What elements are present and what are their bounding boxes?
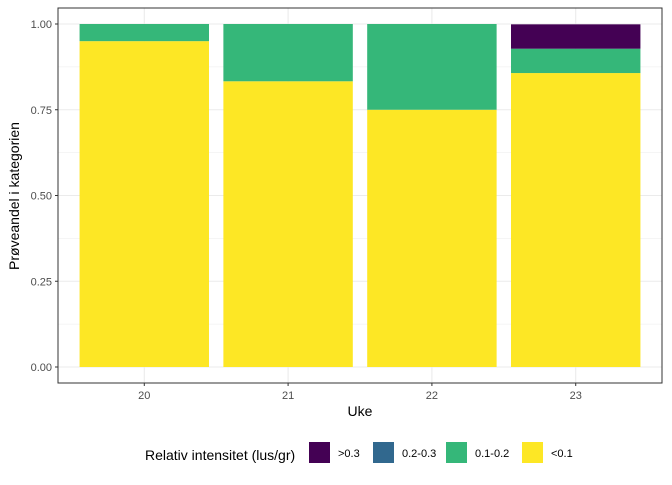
bar-segment-23-<0.1: [511, 73, 641, 367]
legend-swatch: [446, 442, 467, 463]
y-tick-label: 0.00: [31, 362, 52, 374]
y-tick-label: 0.75: [31, 105, 52, 117]
x-tick-label: 23: [570, 390, 582, 402]
legend-label: 0.2-0.3: [402, 448, 436, 460]
y-axis-label: Prøveandel i kategorien: [6, 122, 22, 270]
legend-label: >0.3: [338, 448, 360, 460]
bar-segment-21-0.1-0.2: [223, 24, 353, 82]
bar-segment-20-0.1-0.2: [79, 24, 209, 42]
legend-label: <0.1: [551, 448, 573, 460]
bars: [79, 24, 641, 368]
legend-swatch: [309, 442, 330, 463]
x-axis: 20 21 22 23: [138, 383, 582, 402]
y-axis: 0.00 0.25 0.50 0.75 1.00: [31, 19, 58, 374]
x-tick-label: 20: [138, 390, 150, 402]
x-axis-label: Uke: [348, 403, 373, 419]
x-tick-label: 22: [426, 390, 438, 402]
bar-segment-22-0.1-0.2: [367, 24, 497, 110]
x-tick-label: 21: [282, 390, 294, 402]
bar-segment-23->0.3: [511, 24, 641, 49]
y-tick-label: 0.50: [31, 191, 52, 203]
legend-title: Relativ intensitet (lus/gr): [145, 447, 295, 463]
y-tick-label: 0.25: [31, 276, 52, 288]
bar-segment-22-<0.1: [367, 109, 497, 367]
y-tick-label: 1.00: [31, 19, 52, 31]
bar-segment-21-<0.1: [223, 81, 353, 367]
legend: Relativ intensitet (lus/gr) >0.3 0.2-0.3 0…: [145, 442, 573, 463]
legend-label: 0.1-0.2: [475, 448, 509, 460]
legend-swatch: [373, 442, 394, 463]
bar-segment-20-<0.1: [79, 41, 209, 368]
legend-swatch: [522, 442, 543, 463]
bar-segment-23-0.1-0.2: [511, 48, 641, 74]
